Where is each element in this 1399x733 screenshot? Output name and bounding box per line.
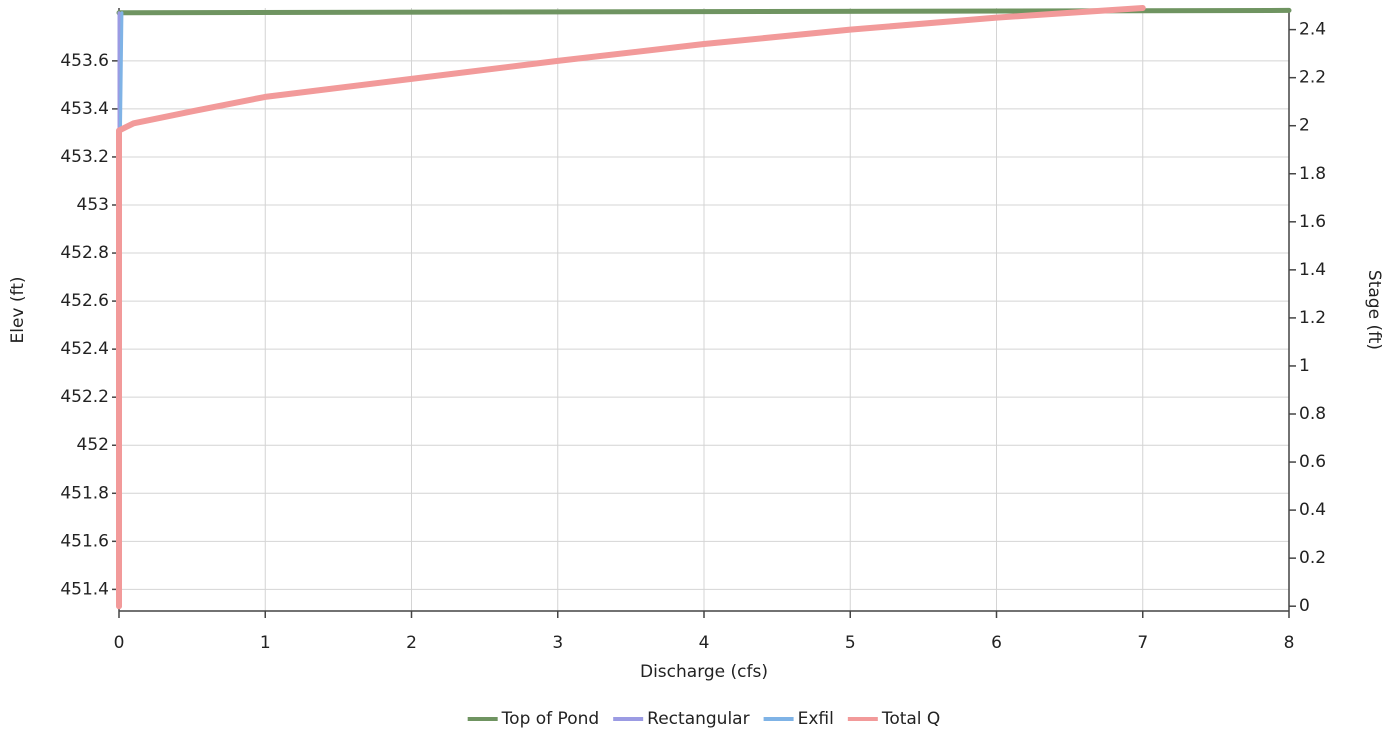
series-line <box>116 5 1146 610</box>
y-tick-label: 453.2 <box>60 147 109 167</box>
legend: Top of Pond Rectangular Exfil Total Q <box>467 709 941 729</box>
legend-label: Exfil <box>798 709 834 729</box>
y-tick-label: 452 <box>77 435 109 455</box>
y2-tick-label: 1.4 <box>1299 260 1326 280</box>
y2-tick-label: 1.8 <box>1299 164 1326 184</box>
y2-tick-label: 0 <box>1299 596 1310 616</box>
legend-label: Top of Pond <box>501 709 600 729</box>
y-tick-label: 452.2 <box>60 387 109 407</box>
y-tick-label: 451.8 <box>60 483 109 503</box>
y2-tick-label: 0.6 <box>1299 452 1326 472</box>
x-tick-label: 7 <box>1137 633 1148 653</box>
legend-label: Total Q <box>881 709 941 729</box>
y-tick-label: 453.4 <box>60 99 109 119</box>
y-tick-label: 452.6 <box>60 291 109 311</box>
x-tick-label: 8 <box>1284 633 1295 653</box>
y2-tick-label: 1.6 <box>1299 212 1326 232</box>
y-tick-label: 451.4 <box>60 579 109 599</box>
x-axis-title: Discharge (cfs) <box>640 662 768 682</box>
x-tick-label: 5 <box>845 633 856 653</box>
x-tick-label: 2 <box>406 633 417 653</box>
y2-tick-label: 2.4 <box>1299 20 1326 40</box>
legend-label: Rectangular <box>647 709 749 729</box>
y-tick-label: 452.4 <box>60 339 109 359</box>
y2-tick-label: 2 <box>1299 116 1310 136</box>
y2-tick-label: 1 <box>1299 356 1310 376</box>
y2-tick-label: 0.4 <box>1299 500 1326 520</box>
y2-tick-label: 0.8 <box>1299 404 1326 424</box>
y-tick-label: 452.8 <box>60 243 109 263</box>
x-tick-label: 3 <box>552 633 563 653</box>
y-axis-title: Elev (ft) <box>8 276 28 343</box>
x-tick-label: 0 <box>114 633 125 653</box>
y-tick-label: 453 <box>77 195 109 215</box>
x-tick-label: 4 <box>699 633 710 653</box>
y2-tick-label: 2.2 <box>1299 68 1326 88</box>
x-tick-label: 1 <box>260 633 271 653</box>
y2-tick-label: 1.2 <box>1299 308 1326 328</box>
y-tick-label: 453.6 <box>60 51 109 71</box>
y-tick-label: 451.6 <box>60 531 109 551</box>
y2-tick-label: 0.2 <box>1299 548 1326 568</box>
y2-axis-title: Stage (ft) <box>1364 270 1384 350</box>
x-tick-label: 6 <box>991 633 1002 653</box>
